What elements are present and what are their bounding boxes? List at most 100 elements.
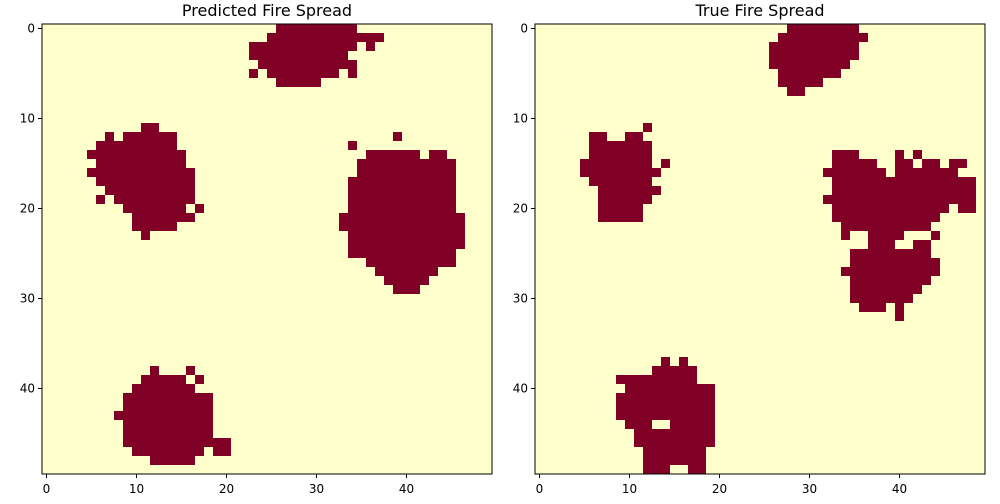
burned-cell-run — [841, 231, 850, 240]
burned-cell-run — [769, 60, 850, 69]
burned-cell-run — [96, 177, 195, 186]
burned-cell-run — [339, 213, 465, 222]
burned-cell-run — [769, 51, 859, 60]
burned-cell-run — [580, 159, 652, 168]
burned-cell-run — [598, 195, 652, 204]
burned-cell-run — [258, 60, 357, 69]
burned-cell-run — [661, 159, 670, 168]
burned-cell-run — [859, 303, 886, 312]
burned-cell-run — [589, 150, 652, 159]
burned-cell-run — [123, 420, 213, 429]
burned-cell-run — [429, 150, 447, 159]
burned-cell-run — [679, 357, 688, 366]
burned-cell-run — [895, 150, 904, 159]
burned-cell-run — [114, 195, 195, 204]
burned-cell-run — [589, 141, 652, 150]
burned-cell-run — [661, 357, 670, 366]
burned-cell-run — [670, 420, 715, 429]
y-axis: 0 10 20 30 40 — [20, 22, 42, 396]
burned-cell-run — [366, 42, 375, 51]
burned-cell-run — [348, 231, 465, 240]
burned-cell-run — [913, 150, 922, 159]
burned-cell-run — [643, 447, 706, 456]
burned-cell-run — [375, 267, 438, 276]
burned-cell-run — [105, 186, 195, 195]
burned-cell-run — [832, 204, 949, 213]
burned-cell-run — [832, 186, 976, 195]
burned-cell-run — [913, 240, 931, 249]
plot-frame — [534, 23, 986, 475]
burned-cell-run — [348, 195, 456, 204]
y-tick-label: 30 — [513, 292, 528, 306]
burned-cell-run — [625, 384, 715, 393]
burned-cell-run — [832, 177, 976, 186]
burned-cell-run — [123, 204, 186, 213]
burned-cell-run — [598, 213, 643, 222]
burned-cell-run — [393, 285, 420, 294]
y-tick-label: 0 — [27, 22, 35, 36]
burned-cell-run — [348, 186, 456, 195]
burned-cell-run — [787, 24, 859, 33]
burned-cell-run — [841, 222, 931, 231]
x-tick-label: 30 — [802, 482, 817, 496]
burned-cell-run — [616, 393, 715, 402]
burned-cell-run — [850, 258, 940, 267]
burned-cell-run — [832, 150, 859, 159]
burned-cell-run — [267, 69, 339, 78]
burned-cell-run — [348, 240, 465, 249]
burned-cell-run — [850, 249, 931, 258]
burned-cell-run — [150, 366, 159, 375]
burned-cell-run — [652, 366, 697, 375]
burned-cell-run — [625, 420, 652, 429]
burned-cell-run — [141, 231, 150, 240]
x-tick-label: 30 — [309, 482, 324, 496]
burned-cell-run — [643, 456, 706, 465]
burned-cell-run — [132, 222, 177, 231]
burned-cell-run — [580, 168, 661, 177]
y-tick-label: 40 — [513, 382, 528, 396]
burned-cell-run — [589, 132, 607, 141]
burned-cell-run — [96, 141, 177, 150]
y-tick-label: 0 — [520, 22, 528, 36]
burned-cell-run — [150, 456, 195, 465]
burned-cell-run — [850, 285, 922, 294]
x-tick-label: 0 — [536, 482, 544, 496]
predicted-fire-spread-panel: Predicted Fire Spread 0 10 20 30 40 0 10 20 30 4… — [20, 1, 493, 496]
burned-cell-run — [384, 276, 429, 285]
burned-cell-run — [357, 159, 456, 168]
burned-cell-run — [87, 168, 195, 177]
burned-cell-run — [141, 375, 186, 384]
burned-cell-run — [96, 159, 186, 168]
burned-cell-run — [850, 294, 913, 303]
heatmap-cells — [535, 24, 985, 474]
burned-cell-run — [132, 384, 195, 393]
burned-cell-run — [348, 141, 357, 150]
burned-cell-run — [832, 213, 940, 222]
burned-cell-run — [195, 375, 204, 384]
burned-cell-run — [598, 186, 661, 195]
burned-cell-run — [643, 465, 670, 474]
x-tick-label: 20 — [219, 482, 234, 496]
burned-cell-run — [366, 258, 456, 267]
burned-cell-run — [688, 465, 706, 474]
burned-cell-run — [616, 411, 715, 420]
burned-cell-run — [249, 69, 258, 78]
y-tick-label: 10 — [513, 112, 528, 126]
burned-cell-run — [123, 429, 213, 438]
x-tick-label: 10 — [622, 482, 637, 496]
x-tick-label: 10 — [129, 482, 144, 496]
heatmap-cells — [42, 24, 492, 474]
burned-cell-run — [213, 447, 231, 456]
y-tick-label: 30 — [20, 292, 35, 306]
chart-title: Predicted Fire Spread — [182, 1, 352, 20]
burned-cell-run — [769, 42, 859, 51]
burned-cell-run — [249, 51, 348, 60]
burned-cell-run — [895, 159, 913, 168]
y-tick-label: 10 — [20, 112, 35, 126]
burned-cell-run — [132, 447, 204, 456]
burned-cell-run — [868, 240, 895, 249]
burned-cell-run — [616, 375, 697, 384]
burned-cell-run — [123, 132, 177, 141]
burned-cell-run — [276, 24, 357, 33]
